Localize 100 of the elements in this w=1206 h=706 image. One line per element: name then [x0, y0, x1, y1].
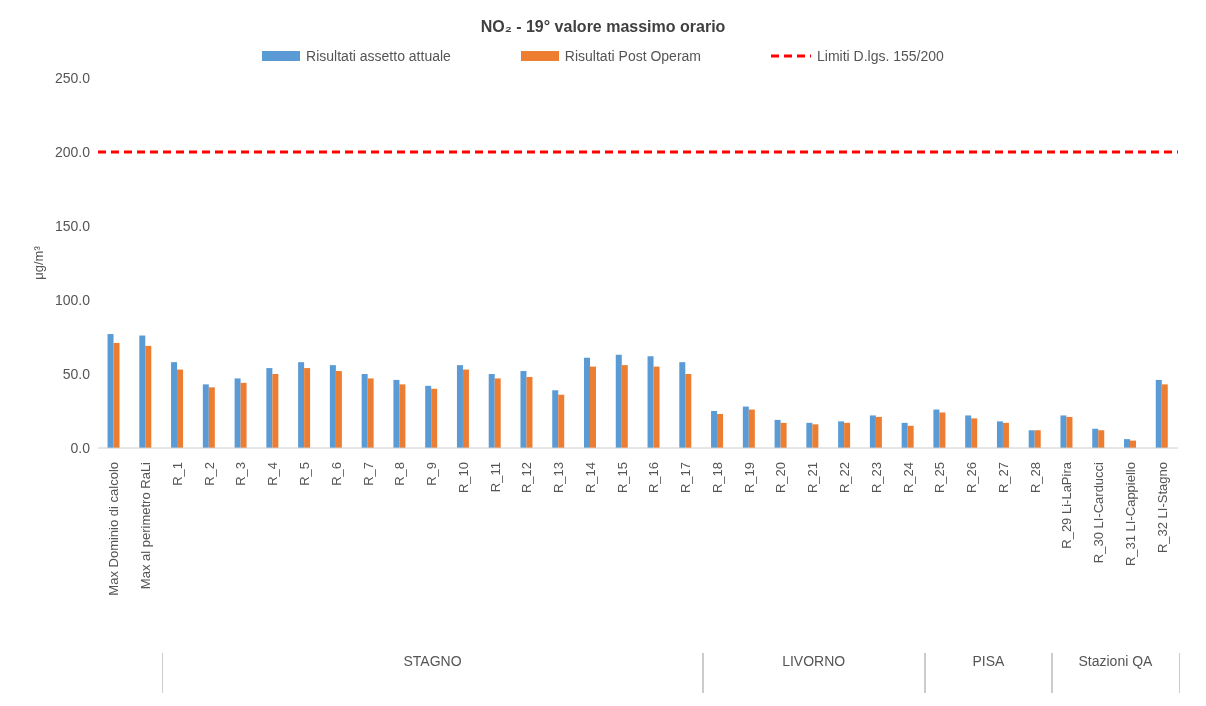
bar: [107, 334, 114, 448]
text: LIVORNO: [701, 653, 926, 693]
bar: [615, 354, 622, 448]
bar: [240, 382, 247, 448]
x-tick-label: R_10: [455, 462, 471, 494]
x-tick-label: R_13: [551, 462, 567, 494]
bar: [558, 394, 565, 448]
x-tick-label: R_19: [741, 462, 757, 494]
bar: [1002, 422, 1009, 448]
bar: [526, 376, 533, 448]
bar: [844, 422, 851, 448]
x-tick-label: R_27: [995, 462, 1011, 494]
bar: [145, 345, 152, 448]
bar: [1098, 430, 1105, 448]
chart-title: NO₂ - 19° valore massimo orario: [479, 18, 727, 36]
x-tick-label: R_12: [519, 462, 535, 494]
x-tick-label: R_16: [646, 462, 662, 494]
x-tick-label: R_21: [805, 462, 821, 494]
bar: [711, 411, 718, 448]
legend-label: Limiti D.lgs. 155/200: [817, 48, 944, 64]
x-tick-label: R_23: [868, 462, 884, 494]
bar: [679, 362, 686, 448]
text: Stazioni QA: [1050, 653, 1180, 693]
x-tick-label: R_24: [900, 462, 916, 494]
bar: [647, 356, 654, 448]
text: STAGNO: [161, 653, 704, 693]
y-tick-label: 100.0: [54, 291, 91, 308]
bar: [780, 422, 787, 448]
bar: [367, 378, 374, 448]
bar: [1028, 430, 1035, 448]
bar: [1161, 384, 1168, 448]
bar: [933, 409, 940, 448]
y-tick-label: 250.0: [54, 69, 91, 86]
bar: [621, 365, 628, 448]
bar: [748, 409, 755, 448]
x-tick-label: R_32 LI-Stagno: [1154, 462, 1170, 554]
legend-label: Risultati assetto attuale: [306, 48, 451, 64]
x-tick-label: Max al perimetro RaLi: [138, 461, 154, 590]
x-tick-label: R_26: [964, 462, 980, 494]
bar: [838, 421, 845, 448]
bar: [171, 362, 178, 448]
bar: [113, 342, 120, 448]
x-tick-label: R_25: [932, 462, 948, 494]
x-tick-label: R_1: [169, 462, 185, 486]
bar: [1034, 430, 1041, 448]
bar: [590, 366, 596, 448]
bar: [139, 335, 146, 448]
text: PISA: [923, 653, 1053, 693]
bar: [329, 365, 336, 448]
y-tick-label: 50.0: [62, 365, 91, 382]
bar: [431, 388, 438, 448]
bar: [494, 378, 501, 448]
x-tick-label: R_2: [201, 462, 217, 486]
bar: [901, 422, 908, 448]
bar: [1092, 428, 1099, 448]
y-tick-label: 150.0: [54, 217, 91, 234]
bar: [875, 416, 882, 448]
x-tick-label: R_8: [392, 462, 408, 486]
bar: [298, 362, 305, 448]
bar: [272, 374, 279, 448]
bar: [869, 415, 876, 448]
bar: [1155, 379, 1162, 448]
bar: [1060, 415, 1067, 448]
bar: [965, 415, 972, 448]
x-tick-label: R_18: [709, 462, 725, 494]
x-tick-label: Max Dominio di calcolo: [106, 462, 122, 596]
x-tick-label: R_31 LI-Cappiello: [1122, 462, 1138, 567]
bar: [399, 384, 406, 448]
x-tick-label: R_7: [360, 462, 376, 486]
bar: [685, 374, 692, 448]
bar: [520, 371, 527, 448]
bar: [971, 418, 978, 448]
bar: [653, 366, 660, 448]
x-tick-label: R_28: [1027, 462, 1043, 494]
bar: [812, 424, 819, 448]
bar: [456, 365, 463, 448]
x-tick-label: R_3: [233, 462, 249, 486]
x-tick-label: R_4: [265, 462, 281, 486]
x-tick-label: R_15: [614, 462, 630, 494]
bar: [584, 357, 590, 448]
x-tick-label: R_30 LI-Carducci: [1091, 461, 1107, 564]
x-tick-label: R_6: [328, 462, 344, 486]
bar: [335, 371, 342, 448]
x-tick-label: R_14: [582, 462, 598, 494]
bar: [462, 369, 469, 448]
x-tick-label: R_5: [296, 462, 312, 486]
bar: [996, 421, 1003, 448]
bar: [939, 412, 946, 448]
bar: [742, 406, 749, 448]
x-tick-label: R_22: [836, 462, 852, 494]
bar: [361, 374, 368, 448]
y-axis-title: μg/m³: [30, 245, 46, 280]
legend-label: Risultati Post Operam: [564, 48, 702, 64]
x-tick-label: R_17: [678, 462, 694, 494]
bar: [1066, 416, 1073, 448]
bar: [552, 390, 559, 448]
bar: [907, 425, 914, 448]
bar: [1124, 439, 1130, 448]
bar: [177, 369, 184, 448]
bar: [488, 374, 495, 448]
